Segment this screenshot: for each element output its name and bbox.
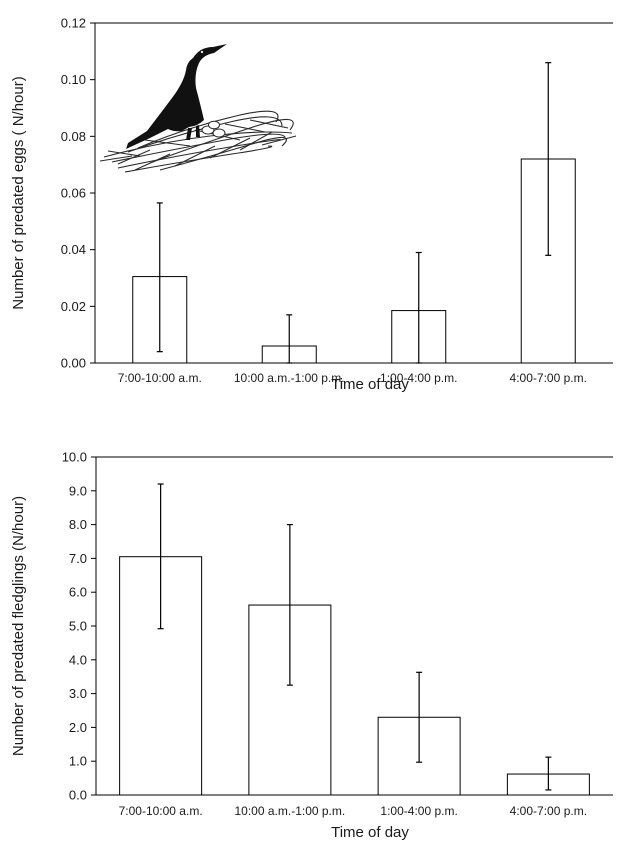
egg-predation-chart: 0.00 0.02 0.04 0.06 0.08 0.10 0.12 7:00-10:00 …	[10, 16, 613, 393]
y-tick-label: 3.0	[69, 686, 87, 701]
y-tick-label: 7.0	[69, 551, 87, 566]
category-label: 10:00 a.m.-1:00 p.m.	[234, 371, 345, 385]
y-tick-label: 0.00	[61, 356, 86, 371]
category-label: 10:00 a.m.-1:00 p.m.	[235, 804, 346, 818]
category-label: 7:00-10:00 a.m.	[118, 371, 202, 385]
fledgling-chart-x-axis-title: Time of day	[331, 824, 409, 841]
y-tick-label: 0.10	[61, 72, 86, 87]
y-tick-label: 0.04	[61, 242, 86, 257]
category-label: 7:00-10:00 a.m.	[119, 804, 203, 818]
category-label: 1:00-4:00 p.m.	[380, 804, 457, 818]
y-tick-label: 0.08	[61, 129, 86, 144]
y-tick-label: 10.0	[62, 450, 87, 465]
y-tick-label: 2.0	[69, 720, 87, 735]
egg-chart-x-axis-title: Time of day	[331, 376, 409, 393]
category-label: 4:00-7:00 p.m.	[510, 371, 587, 385]
category-label: 4:00-7:00 p.m.	[510, 804, 587, 818]
egg-chart-y-axis-title: Number of predated eggs ( N/hour)	[10, 76, 27, 309]
y-tick-label: 0.12	[61, 16, 86, 31]
y-tick-label: 0.06	[61, 186, 86, 201]
y-tick-label: 0.02	[61, 299, 86, 314]
y-tick-label: 5.0	[69, 619, 87, 634]
y-tick-label: 4.0	[69, 652, 87, 667]
fledgling-predation-chart: 0.0 1.0 2.0 3.0 4.0 5.0 6.0 7.0 8.0 9.0 10.0 7:00-…	[10, 450, 613, 841]
category-label: 1:00-4:00 p.m.	[380, 371, 457, 385]
bar	[119, 556, 203, 796]
cormorant-on-nest-drawing	[99, 44, 297, 173]
fledgling-chart-y-axis-title: Number of predated fledglings (N/hour)	[10, 496, 27, 756]
y-tick-label: 9.0	[69, 483, 87, 498]
y-tick-label: 8.0	[69, 517, 87, 532]
y-tick-label: 1.0	[69, 754, 87, 769]
y-tick-label: 6.0	[69, 585, 87, 600]
y-tick-label: 0.0	[69, 788, 87, 803]
